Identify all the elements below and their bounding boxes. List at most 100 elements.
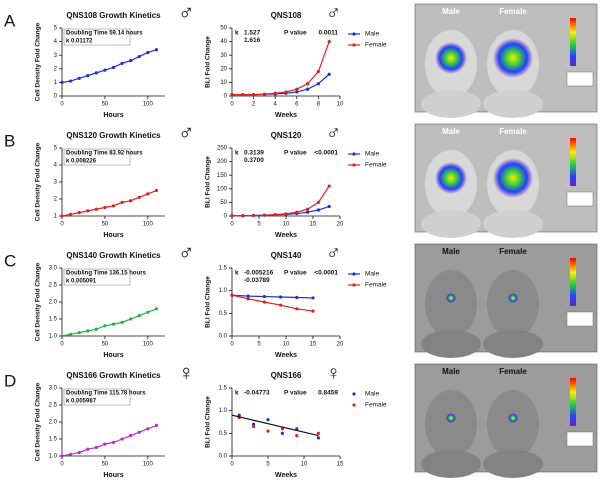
- data-point: [154, 423, 159, 427]
- k-label: k: [235, 270, 239, 277]
- x-tick-label: 50: [102, 462, 109, 468]
- data-point: [137, 195, 141, 199]
- chart-title: QNS108: [271, 11, 302, 20]
- y-tick-label: 2.0: [49, 420, 58, 426]
- signal: [493, 38, 533, 78]
- x-tick-label: 10: [283, 222, 290, 228]
- data-point: [230, 93, 234, 97]
- data-point: [262, 300, 266, 304]
- x-tick-label: 15: [337, 462, 344, 468]
- data-point: [252, 93, 256, 97]
- y-tick-label: 2: [54, 66, 58, 72]
- image-label: Female: [499, 127, 527, 136]
- data-point: [77, 76, 81, 80]
- data-point: [129, 317, 133, 321]
- data-point: [86, 209, 90, 213]
- y-tick-label: 3.0: [49, 266, 58, 272]
- legend-marker: [352, 403, 356, 407]
- x-tick-label: 15: [310, 342, 317, 348]
- data-point: [280, 427, 284, 431]
- k-value: -0.04773: [244, 390, 270, 397]
- series-line: [61, 49, 157, 83]
- image-label: Male: [442, 127, 460, 136]
- signal: [435, 42, 467, 74]
- annotation: k 0.01172: [66, 39, 93, 45]
- y-tick-label: 50: [220, 200, 227, 206]
- y-tick-label: 100: [217, 186, 228, 192]
- image-label: Male: [442, 7, 460, 16]
- y-tick-label: 3.0: [49, 386, 58, 392]
- fit-line: [231, 414, 319, 437]
- sex-symbol: ♂: [178, 240, 195, 265]
- y-tick-label: 1: [54, 214, 58, 220]
- data-point: [327, 184, 331, 188]
- data-point: [241, 214, 245, 218]
- x-tick-label: 10: [283, 342, 290, 348]
- color-bar: [570, 138, 576, 186]
- image-label: Male: [442, 367, 460, 376]
- y-tick-label: 0.0: [219, 454, 228, 460]
- annotation-box: [63, 268, 131, 286]
- y-tick-label: 250: [217, 146, 228, 152]
- data-point: [295, 307, 299, 311]
- data-point: [86, 329, 90, 333]
- y-tick-label: 1.0: [49, 454, 58, 460]
- k-value: 1.527: [244, 30, 261, 37]
- legend-marker: [352, 392, 356, 396]
- legend-marker: [352, 163, 356, 167]
- legend-marker: [352, 152, 356, 156]
- data-point: [111, 440, 116, 444]
- p-value: 0.0011: [318, 30, 338, 37]
- data-point: [246, 294, 250, 298]
- y-tick-label: 200: [217, 159, 228, 165]
- y-tick-label: 1.5: [49, 437, 58, 443]
- series-line: [232, 41, 330, 96]
- y-axis-title: Cell Density Fold Change: [35, 262, 42, 341]
- legend-label: Female: [365, 282, 387, 289]
- signal: [446, 293, 456, 303]
- series-line: [61, 189, 157, 217]
- data-point: [316, 69, 320, 74]
- x-axis-title: Hours: [103, 232, 123, 239]
- annotation: k 0.005987: [66, 399, 97, 405]
- image-label: Male: [442, 247, 460, 256]
- scale-box: [566, 431, 594, 447]
- legend-label: Female: [365, 402, 387, 409]
- data-point: [316, 208, 320, 212]
- data-point: [86, 74, 90, 78]
- data-point: [295, 90, 299, 94]
- mouse-body: [421, 90, 481, 118]
- x-tick-label: 5: [257, 222, 261, 228]
- data-point: [262, 294, 266, 299]
- data-point: [230, 293, 234, 297]
- legend-marker: [352, 43, 356, 47]
- data-point: [120, 61, 124, 65]
- annotation-box: [63, 388, 131, 406]
- data-point: [77, 451, 81, 455]
- mouse-body: [483, 210, 543, 238]
- data-point: [252, 213, 256, 218]
- data-point: [68, 79, 73, 83]
- data-point: [68, 212, 73, 216]
- y-tick-label: 30: [220, 53, 227, 59]
- y-tick-label: 2.5: [49, 403, 58, 409]
- data-point: [295, 210, 299, 214]
- data-point: [306, 82, 310, 86]
- y-tick-label: 5: [54, 146, 58, 152]
- p-value: 0.8459: [318, 390, 338, 397]
- data-point: [279, 303, 283, 307]
- data-point: [146, 192, 150, 196]
- signal: [493, 158, 533, 198]
- annotation: Doubling Time 83.92 hours: [66, 151, 143, 157]
- data-point: [94, 207, 98, 211]
- y-tick-label: 0: [224, 214, 228, 220]
- x-tick-label: 4: [274, 102, 278, 108]
- y-axis-title: Cell Density Fold Change: [35, 382, 42, 461]
- legend-label: Male: [365, 271, 379, 278]
- data-point: [94, 71, 98, 75]
- k-label: k: [235, 150, 239, 157]
- data-point: [316, 82, 320, 86]
- data-point: [306, 210, 310, 214]
- x-axis-title: Hours: [103, 112, 123, 119]
- data-point: [120, 320, 124, 324]
